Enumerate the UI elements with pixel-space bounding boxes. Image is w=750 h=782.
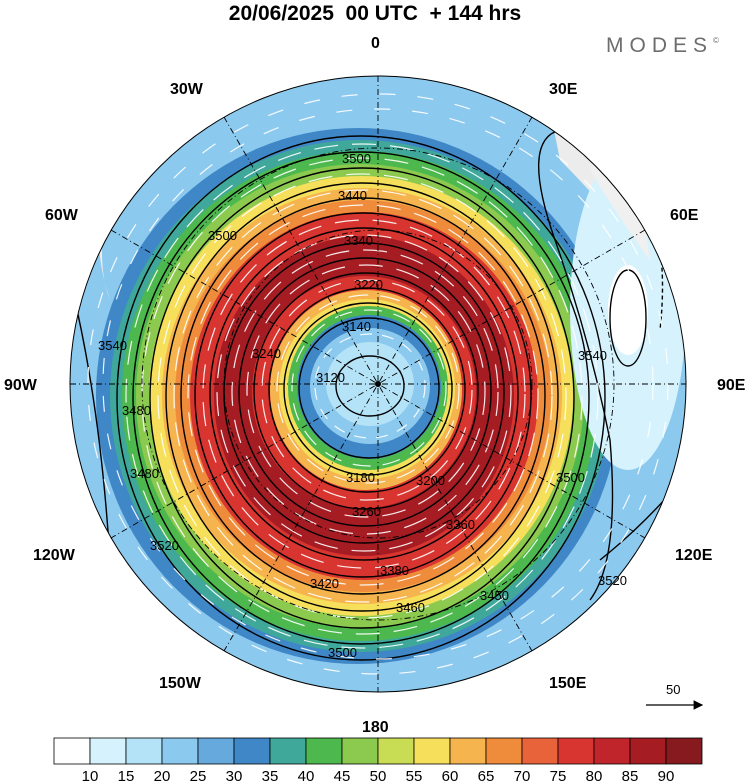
colorbar-tick-label: 45 [334,768,351,782]
contour-label: 3520 [598,573,627,588]
colorbar: 10 15 20 25 30 35 40 45 50 55 60 65 70 75 80 85 90 [53,737,703,782]
colorbar-swatch [377,737,415,765]
contour-label: 3500 [342,151,371,166]
contour-label: 3500 [328,645,357,660]
longitude-labels: 0 30E 60E 90E 120E 150E 180 150W 120W 90… [4,35,746,736]
colorbar-tick-label: 90 [658,768,675,782]
lon-label-150e: 150E [549,675,587,692]
colorbar-tick-label: 70 [514,768,531,782]
map-border [69,75,687,693]
colorbar-tick-label: 55 [406,768,423,782]
colorbar-swatch [161,737,199,765]
lon-label-120e: 120E [675,547,713,564]
colorbar-swatch [665,737,703,765]
reference-vector: 50 [646,682,704,710]
contour-label: 3340 [344,233,373,248]
pole-marker [375,381,381,387]
colorbar-tick-label: 10 [82,768,99,782]
colorbar-tick-label: 65 [478,768,495,782]
contour-label: 3480 [130,466,159,481]
contour-label: 3540 [578,348,607,363]
contour-label: 3500 [556,470,585,485]
colorbar-swatch [89,737,127,765]
contour-label: 3480 [122,403,151,418]
colorbar-swatch [305,737,343,765]
contour-label: 3140 [342,319,371,334]
modes-logo: MODES© [606,34,719,58]
contour-label: 3540 [98,338,127,353]
height-contours [70,129,686,661]
colorbar-swatch [485,737,523,765]
brand-name: MODES [606,34,714,57]
lon-label-120w: 120W [33,547,76,564]
lon-label-60w: 60W [45,207,79,224]
colorbar-swatch [341,737,379,765]
lon-label-90w: 90W [4,377,38,394]
lon-label-150w: 150W [159,675,202,692]
contour-label: 3180 [346,470,375,485]
contour-label: 3440 [338,188,367,203]
contour-label: 3360 [446,517,475,532]
colorbar-swatch [125,737,163,765]
contour-label: 3450 [480,588,509,603]
colorbar-tick-label: 15 [118,768,135,782]
lon-label-60e: 60E [670,207,699,224]
colorbar-tick-label: 35 [262,768,279,782]
colorbar-tick-label: 80 [586,768,603,782]
lon-label-90e: 90E [717,377,746,394]
lon-label-30w: 30W [170,81,204,98]
contour-label: 3420 [310,576,339,591]
contour-label: 3200 [416,473,445,488]
colorbar-swatch [233,737,271,765]
colorbar-tick-label: 30 [226,768,243,782]
colorbar-swatch [593,737,631,765]
colorbar-swatch [557,737,595,765]
lon-label-30e: 30E [549,81,578,98]
colorbar-tick-label: 60 [442,768,459,782]
colorbar-swatch [197,737,235,765]
colorbar-swatch [53,737,91,765]
contour-labels: 3500 3440 3340 3220 3140 3120 3180 3260 … [98,151,627,660]
contour-label: 3260 [352,504,381,519]
colorbar-swatch [521,737,559,765]
contour-label: 3240 [252,346,281,361]
contour-label: 3380 [380,563,409,578]
reference-vector-label: 50 [666,682,680,697]
colorbar-tick-label: 20 [154,768,171,782]
colorbar-tick-label: 85 [622,768,639,782]
colorbar-swatch [449,737,487,765]
contour-label: 3520 [150,538,179,553]
map-title: 20/06/2025 00 UTC + 144 hrs [228,2,522,25]
brand-mark: © [713,36,719,45]
colorbar-tick-label: 50 [370,768,387,782]
east-ridge-white [608,265,648,355]
contour-label: 3500 [208,228,237,243]
colorbar-swatch [413,737,451,765]
lon-label-0: 0 [371,35,380,52]
colorbar-swatch [269,737,307,765]
colorbar-tick-label: 75 [550,768,567,782]
colorbar-tick-label: 40 [298,768,315,782]
colorbar-swatch [629,737,667,765]
contour-label: 3460 [396,600,425,615]
colorbar-tick-label: 25 [190,768,207,782]
contour-label: 3220 [354,277,383,292]
lon-label-180: 180 [362,719,389,736]
contour-label: 3120 [316,370,345,385]
